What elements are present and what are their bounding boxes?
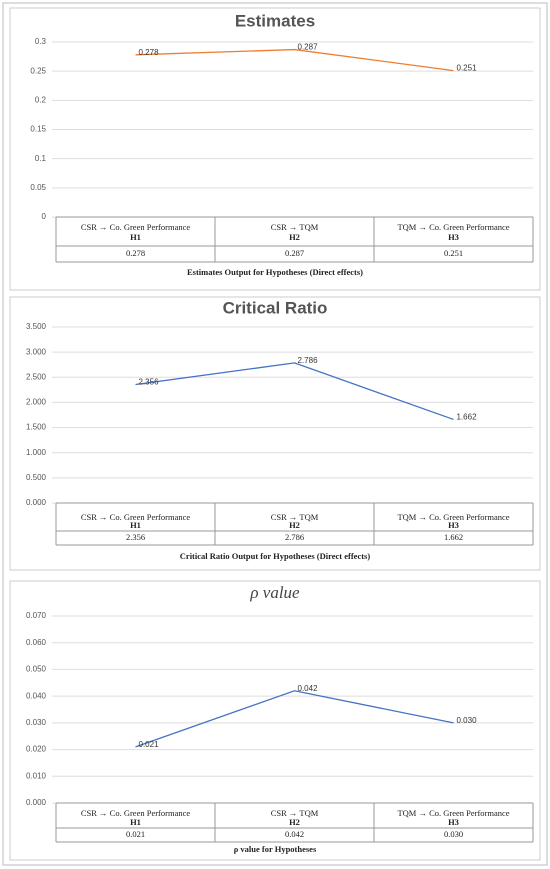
y-tick-label: 0.000: [26, 498, 47, 507]
data-label: 0.042: [298, 684, 319, 693]
data-label: 0.021: [139, 740, 160, 749]
hypothesis-label: H2: [289, 520, 300, 530]
data-line: [135, 690, 454, 748]
category-label: TQM → Co. Green Performance: [397, 512, 509, 522]
y-tick-label: 3.500: [26, 322, 47, 331]
chart-title: ρ value: [249, 583, 300, 602]
panel-frame: [9, 296, 541, 571]
y-tick-label: 0.3: [35, 37, 47, 46]
y-tick-label: 0.050: [26, 665, 47, 674]
caption: ρ value for Hypotheses: [234, 844, 317, 854]
hypothesis-label: H1: [130, 817, 141, 827]
y-tick-label: 0.060: [26, 638, 47, 647]
hypothesis-label: H3: [448, 817, 459, 827]
panel-frame: [9, 580, 541, 861]
category-label: CSR → TQM: [271, 512, 319, 522]
table-value: 2.356: [126, 532, 145, 542]
data-label: 2.356: [139, 378, 160, 387]
table-value: 0.030: [444, 829, 463, 839]
table-value: 0.042: [285, 829, 304, 839]
table-value: 0.278: [126, 248, 145, 258]
table-value: 2.786: [285, 532, 304, 542]
category-label: TQM → Co. Green Performance: [397, 222, 509, 232]
y-tick-label: 0.020: [26, 745, 47, 754]
y-tick-label: 0: [42, 212, 47, 221]
panel-frame: [9, 7, 541, 291]
hypothesis-label: H3: [448, 520, 459, 530]
y-tick-label: 0.15: [30, 125, 46, 134]
chart-title: Estimates: [235, 11, 315, 30]
y-tick-label: 0.500: [26, 473, 47, 482]
data-line: [135, 362, 454, 421]
category-label: TQM → Co. Green Performance: [397, 808, 509, 818]
data-label: 1.662: [457, 413, 478, 422]
hypothesis-label: H2: [289, 817, 300, 827]
y-tick-label: 0.040: [26, 691, 47, 700]
category-label: CSR → Co. Green Performance: [81, 512, 191, 522]
hypothesis-label: H3: [448, 232, 459, 242]
y-tick-label: 1.000: [26, 448, 47, 457]
data-label: 2.786: [298, 356, 319, 365]
caption: Critical Ratio Output for Hypotheses (Di…: [180, 551, 371, 561]
y-tick-label: 0.2: [35, 95, 47, 104]
y-tick-label: 3.000: [26, 347, 47, 356]
y-tick-label: 0.25: [30, 66, 46, 75]
y-tick-label: 2.500: [26, 372, 47, 381]
hypothesis-label: H2: [289, 232, 300, 242]
y-tick-label: 2.000: [26, 398, 47, 407]
chart-title: Critical Ratio: [223, 298, 328, 317]
data-label: 0.251: [457, 64, 478, 73]
y-tick-label: 1.500: [26, 423, 47, 432]
y-tick-label: 0.070: [26, 611, 47, 620]
data-line: [135, 48, 454, 72]
y-tick-label: 0.05: [30, 183, 46, 192]
category-label: CSR → Co. Green Performance: [81, 808, 191, 818]
table-value: 1.662: [444, 532, 463, 542]
hypothesis-label: H1: [130, 520, 141, 530]
y-tick-label: 0.030: [26, 718, 47, 727]
data-label: 0.287: [298, 43, 319, 52]
table-value: 0.251: [444, 248, 463, 258]
hypothesis-label: H1: [130, 232, 141, 242]
data-label: 0.030: [457, 716, 478, 725]
category-label: CSR → TQM: [271, 222, 319, 232]
table-value: 0.021: [126, 829, 145, 839]
data-label: 0.278: [139, 48, 160, 57]
category-label: CSR → TQM: [271, 808, 319, 818]
category-label: CSR → Co. Green Performance: [81, 222, 191, 232]
y-tick-label: 0.000: [26, 798, 47, 807]
table-value: 0.287: [285, 248, 304, 258]
caption: Estimates Output for Hypotheses (Direct …: [187, 267, 363, 277]
y-tick-label: 0.010: [26, 771, 47, 780]
y-tick-label: 0.1: [35, 154, 47, 163]
